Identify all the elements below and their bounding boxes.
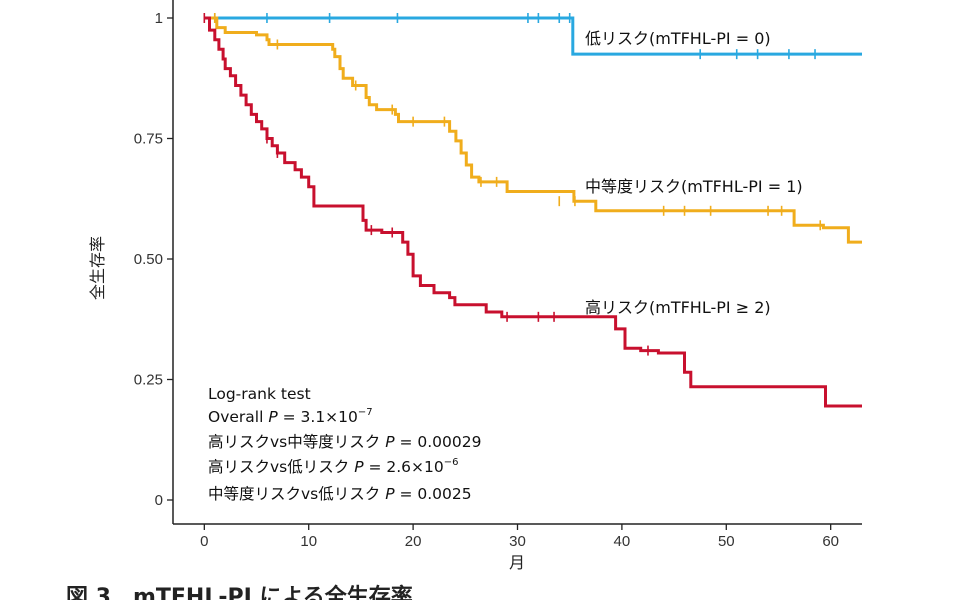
log-rank-stats: Log-rank test Overall P = 3.1×10−7 高リスクv… xyxy=(208,385,482,503)
figure-caption: 図 3 mTFHL-PI による全生存率 xyxy=(66,584,413,600)
stats-high-vs-low: 高リスクvs低リスク P = 2.6×10−6 xyxy=(208,457,459,476)
survival-curve-1 xyxy=(204,16,862,244)
censor-marks xyxy=(203,13,822,356)
x-tick-label: 0 xyxy=(200,533,208,550)
y-tick-label: 0.50 xyxy=(134,251,163,268)
x-tick-label: 10 xyxy=(300,533,317,550)
stats-mid-vs-low: 中等度リスクvs低リスク P = 0.0025 xyxy=(208,485,472,503)
stats-title: Log-rank test xyxy=(208,385,311,403)
stats-high-vs-mid: 高リスクvs中等度リスク P = 0.00029 xyxy=(208,433,482,451)
curve-label-low: 低リスク(mTFHL-PI = 0) xyxy=(585,29,771,48)
y-axis-title: 全生存率 xyxy=(88,236,107,300)
x-tick-label: 50 xyxy=(718,533,735,550)
stats-overall: Overall P = 3.1×10−7 xyxy=(208,407,373,426)
x-tick-label: 60 xyxy=(822,533,839,550)
y-tick-label: 0 xyxy=(155,492,163,509)
y-tick-label: 0.25 xyxy=(134,372,163,389)
y-tick-label: 0.75 xyxy=(134,131,163,148)
curve-label-high: 高リスク(mTFHL-PI ≥ 2) xyxy=(585,298,771,317)
x-tick-label: 30 xyxy=(509,533,526,550)
curve-label-mid: 中等度リスク(mTFHL-PI = 1) xyxy=(585,177,803,196)
x-tick-label: 20 xyxy=(405,533,422,550)
survival-curve-2 xyxy=(204,16,862,408)
x-tick-label: 40 xyxy=(614,533,631,550)
survival-curves xyxy=(204,16,862,408)
y-tick-label: 1 xyxy=(155,10,163,27)
x-axis-title: 月 xyxy=(509,553,525,572)
survival-curve-0 xyxy=(204,16,862,56)
